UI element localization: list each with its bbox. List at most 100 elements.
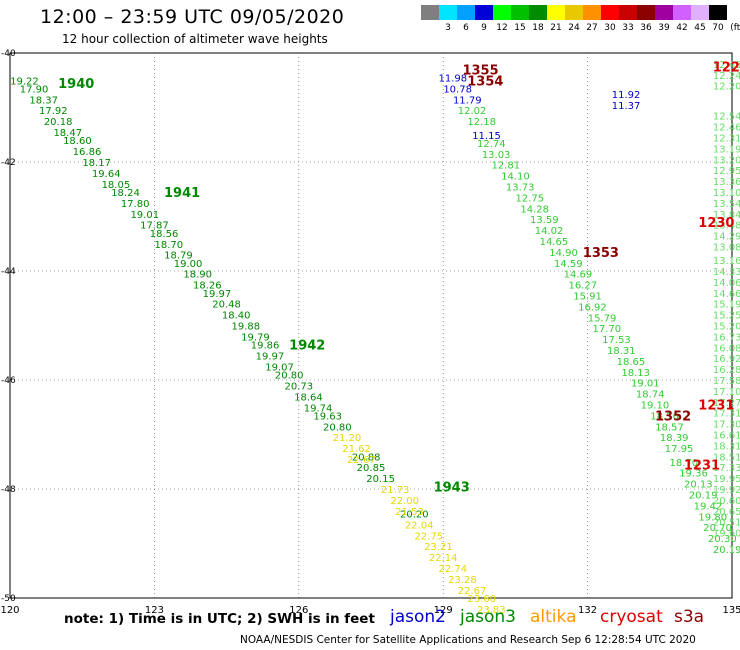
x-tick-label: 126 [289, 605, 308, 616]
wave-height-label: 13.54 [713, 199, 740, 210]
wave-height-label: 14.29 [713, 232, 740, 243]
wave-height-label: 14.02 [535, 226, 564, 237]
legend-swatch-label: 39 [658, 23, 670, 33]
wave-height-label: 15.25 [713, 311, 740, 322]
pass-time-label: 1231 [698, 399, 734, 414]
wave-height-label: 17.10 [713, 387, 740, 398]
wave-height-label: 19.01 [631, 379, 660, 390]
wave-height-label: 19.10 [641, 401, 670, 412]
page-title: 12:00 – 23:59 UTC 09/05/2020 [40, 6, 345, 28]
wave-height-label: 17.53 [602, 335, 631, 346]
wave-height-label: 20.73 [284, 381, 313, 392]
wave-height-label: 18.65 [617, 357, 646, 368]
wave-height-label: 17.58 [713, 376, 740, 387]
wave-height-label: 19.80 [698, 512, 727, 523]
y-tick-label: -48 [1, 485, 16, 495]
legend-swatch [493, 5, 511, 20]
wave-height-label: 12.18 [467, 117, 496, 128]
wave-height-label: 19.22 [10, 76, 39, 87]
y-tick-label: -50 [1, 594, 16, 604]
wave-height-label: 18.60 [63, 136, 92, 147]
wave-height-label: 11.37 [612, 101, 641, 112]
wave-height-label: 20.15 [366, 474, 395, 485]
wave-height-label: 14.66 [713, 289, 740, 300]
wave-height-label: 13.48 [713, 221, 740, 232]
legend-swatch-label: 42 [676, 23, 688, 33]
wave-height-label: 16.08 [713, 343, 740, 354]
wave-height-label: 13.20 [713, 155, 740, 166]
wave-height-label: 22.00 [390, 496, 419, 507]
wave-height-label: 20.85 [357, 463, 386, 474]
wave-height-label: 14.69 [564, 270, 593, 281]
wave-height-label: 16.27 [568, 281, 597, 292]
y-tick-label: -40 [1, 49, 16, 59]
wave-height-label: 21.20 [333, 433, 362, 444]
wave-height-label: 19.92 [713, 485, 740, 496]
wave-height-label: 16.61 [713, 431, 740, 442]
pass-time-label: 1353 [583, 246, 619, 261]
legend-swatch-label: 15 [514, 23, 526, 33]
legend-swatch [601, 5, 619, 20]
pass-time-label: 1230 [698, 216, 734, 231]
legend-swatch-label: 30 [604, 23, 616, 33]
pass-time-label: 1942 [289, 339, 325, 354]
wave-height-label: 22.67 [458, 586, 487, 597]
legend-swatch [565, 5, 583, 20]
legend-swatch-label: 6 [463, 23, 469, 33]
wave-height-label: 17.80 [121, 199, 150, 210]
wave-height-label: 18.13 [621, 368, 650, 379]
footer-note: note: 1) Time is in UTC; 2) SWH is in fe… [64, 611, 375, 627]
legend-swatch [673, 5, 691, 20]
wave-height-label: 20.19 [713, 545, 740, 556]
wave-height-label: 17.92 [39, 106, 68, 117]
wave-height-label: 18.56 [150, 229, 179, 240]
wave-height-label: 12.95 [713, 166, 740, 177]
x-tick-label: 123 [145, 605, 164, 616]
legend-unit: (ft) [730, 23, 740, 33]
pass-time-label: 1352 [655, 409, 691, 424]
wave-height-label: 12.31 [713, 133, 740, 144]
legend-swatch-label: 9 [481, 23, 487, 33]
wave-height-label: 12.46 [713, 123, 740, 134]
wave-height-label: 12.54 [713, 112, 740, 123]
wave-height-label: 15.91 [573, 292, 602, 303]
legend-swatch-label: 18 [532, 23, 544, 33]
legend-swatch-label: 3 [445, 23, 451, 33]
wave-height-label: 11.98 [439, 74, 468, 85]
legend-swatch [421, 5, 439, 20]
wave-height-label: 16.92 [713, 354, 740, 365]
legend-swatch [691, 5, 709, 20]
wave-height-label: 17.90 [20, 84, 49, 95]
wave-height-label: 17.87 [140, 221, 169, 232]
wave-height-label: 12.02 [458, 106, 487, 117]
wave-height-label: 13.73 [506, 183, 535, 194]
legend-swatch [583, 5, 601, 20]
legend-swatch-label: 21 [550, 23, 562, 33]
wave-height-label: 18.56 [650, 411, 679, 422]
wave-height-label: 12.74 [477, 139, 506, 150]
wave-height-label: 13.19 [713, 144, 740, 155]
legend-swatch-label: 33 [622, 23, 634, 33]
wave-height-label: 23.28 [448, 575, 477, 586]
wave-height-label: 12.24 [713, 71, 740, 82]
legend-swatch [457, 5, 475, 20]
wave-height-label: 23.60 [467, 594, 496, 605]
wave-height-label: 22.14 [429, 553, 458, 564]
wave-height-label: 16.73 [713, 332, 740, 343]
wave-height-label: 19.74 [304, 403, 333, 414]
wave-height-label: 17.70 [593, 324, 622, 335]
wave-height-label: 21.73 [381, 485, 410, 496]
wave-height-label: 22.67 [347, 455, 376, 466]
wave-height-label: 17.30 [713, 420, 740, 431]
y-tick-label: -46 [1, 376, 16, 386]
wave-height-label: 17.95 [665, 444, 694, 455]
wave-height-label: 19.95 [713, 474, 740, 485]
wave-height-label: 18.70 [155, 240, 184, 251]
x-tick-label: 132 [578, 605, 597, 616]
wave-height-label: 13.84 [713, 210, 740, 221]
wave-height-label: 18.90 [183, 270, 212, 281]
wave-height-label: 18.74 [636, 390, 665, 401]
wave-height-label: 14.28 [520, 204, 549, 215]
wave-height-label: 16.92 [578, 302, 607, 313]
